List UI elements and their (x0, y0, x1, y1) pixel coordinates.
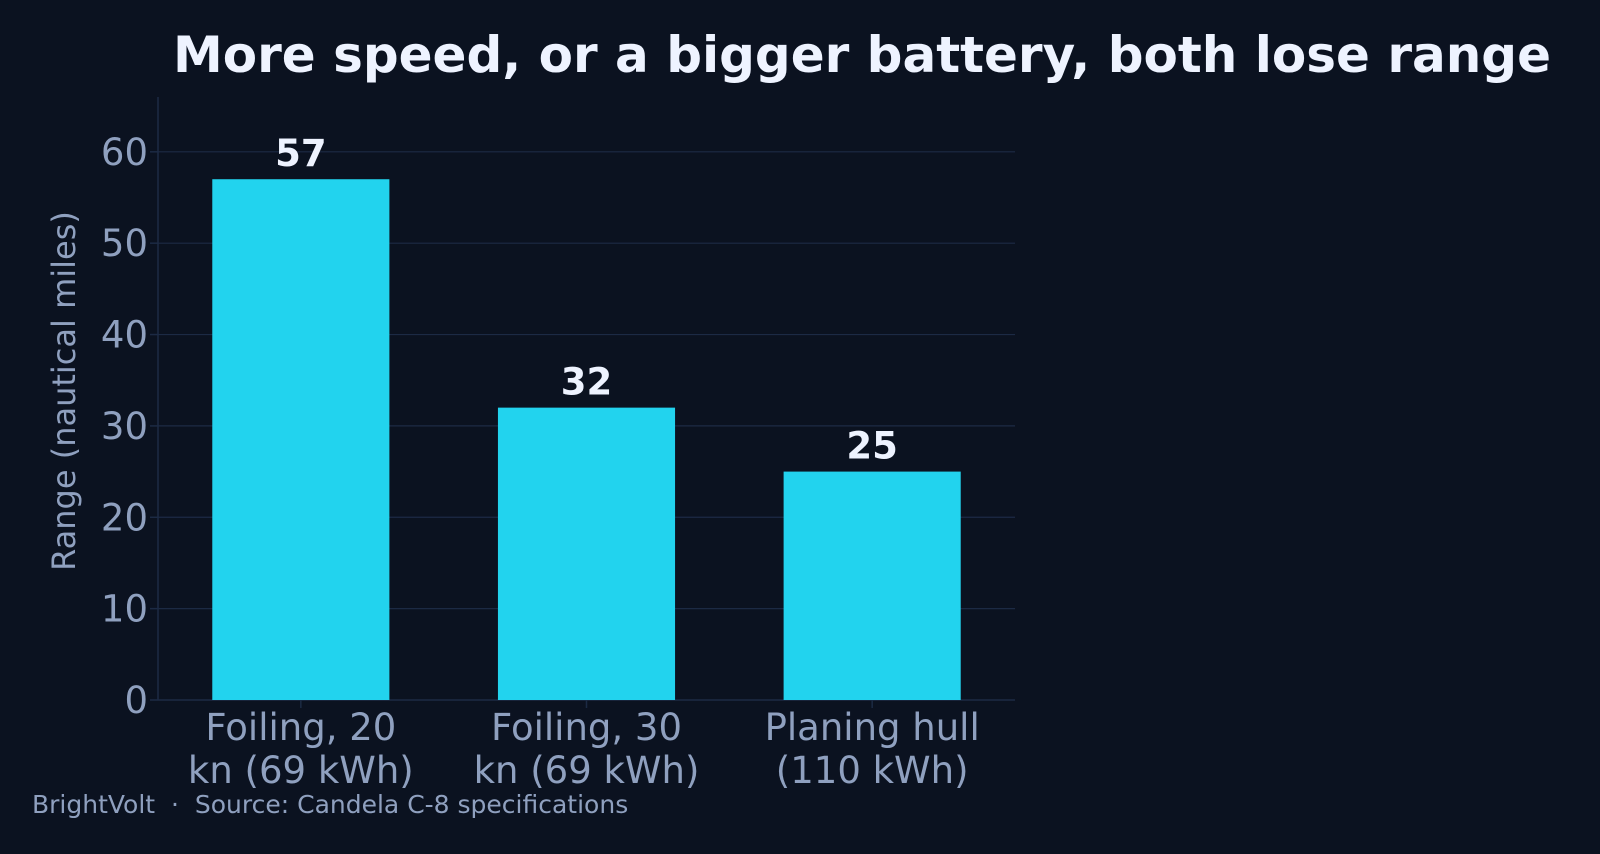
bar (783, 471, 961, 700)
brand-name: BrightVolt (32, 790, 156, 819)
data-label: 57 (275, 132, 327, 175)
data-label: 25 (846, 425, 898, 468)
x-tick-label: Foiling, 30 kn (69 kWh) (474, 706, 700, 792)
x-tick-label-line: Foiling, 20 (205, 706, 396, 749)
x-tick-label-line: Foiling, 30 (491, 706, 682, 749)
x-tick-label-line: Planing hull (765, 706, 980, 749)
x-tick-label: Planing hull (110 kWh) (765, 706, 980, 792)
y-axis-label: Range (nautical miles) (45, 211, 83, 571)
chart-title: More speed, or a bigger battery, both lo… (173, 26, 1551, 84)
x-tick-label: Foiling, 20 kn (69 kWh) (188, 706, 414, 792)
bar (212, 179, 390, 700)
y-tick-label: 30 (101, 405, 148, 448)
y-tick-label: 0 (124, 679, 148, 722)
x-tick-label-line: kn (69 kWh) (188, 749, 414, 792)
y-tick-label: 50 (101, 222, 148, 265)
data-label: 32 (561, 361, 613, 404)
bars (212, 179, 961, 700)
y-tick-label: 10 (101, 588, 148, 631)
x-tick-label-line: (110 kWh) (776, 749, 969, 792)
x-tick-label-line: kn (69 kWh) (474, 749, 700, 792)
y-tick-label: 40 (101, 314, 148, 357)
y-tick-label: 60 (101, 131, 148, 174)
y-tick-label: 20 (101, 496, 148, 539)
chart-footer: BrightVolt · Source: Candela C-8 specifi… (32, 790, 628, 819)
footer-separator: · (171, 790, 179, 819)
source-note: Source: Candela C-8 specifications (194, 790, 629, 819)
bar (497, 407, 676, 700)
